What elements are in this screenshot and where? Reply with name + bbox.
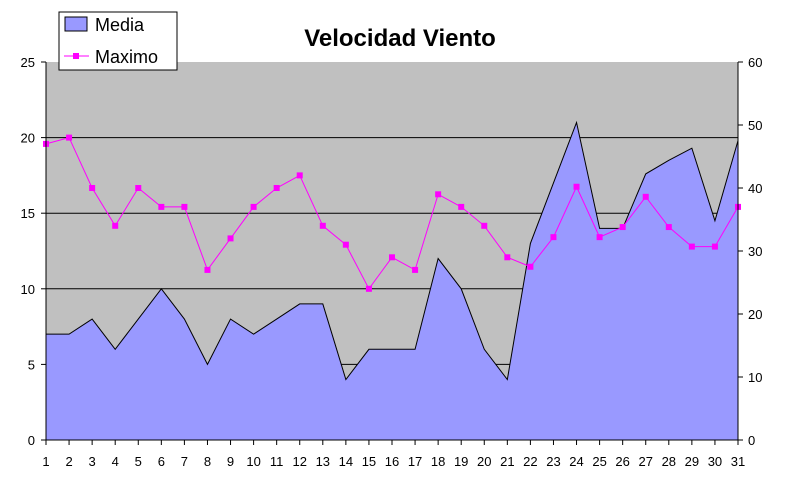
x-tick-label: 20 xyxy=(477,454,491,469)
x-tick-label: 17 xyxy=(408,454,422,469)
maximo-point xyxy=(527,263,534,270)
legend-maximo-marker xyxy=(73,53,79,59)
x-tick-label: 15 xyxy=(362,454,376,469)
maximo-point xyxy=(181,203,188,210)
maximo-point xyxy=(204,266,211,273)
maximo-point xyxy=(319,222,326,229)
legend-maximo-label: Maximo xyxy=(95,47,158,67)
y-right-tick-label: 40 xyxy=(748,181,762,196)
x-tick-label: 7 xyxy=(181,454,188,469)
y-right-tick-label: 50 xyxy=(748,118,762,133)
y-right-tick-label: 10 xyxy=(748,370,762,385)
maximo-point xyxy=(342,241,349,248)
y-left-tick-label: 10 xyxy=(21,282,35,297)
x-tick-label: 25 xyxy=(592,454,606,469)
maximo-point xyxy=(273,185,280,191)
legend-media-swatch xyxy=(64,16,88,32)
maximo-point xyxy=(458,203,465,210)
maximo-point xyxy=(389,254,395,261)
x-tick-label: 18 xyxy=(431,454,445,469)
maximo-point xyxy=(596,234,603,241)
maximo-point xyxy=(665,224,672,231)
maximo-point xyxy=(135,185,142,191)
maximo-point xyxy=(66,134,73,141)
maximo-point xyxy=(296,172,303,179)
x-tick-label: 24 xyxy=(569,454,583,469)
x-tick-label: 31 xyxy=(731,454,745,469)
y-left-tick-label: 20 xyxy=(21,131,35,146)
x-tick-label: 23 xyxy=(546,454,560,469)
maximo-point xyxy=(250,203,257,210)
x-tick-label: 4 xyxy=(112,454,119,469)
maximo-point xyxy=(711,243,718,250)
maximo-point xyxy=(642,193,649,200)
y-left-tick-label: 5 xyxy=(28,357,35,372)
x-tick-label: 22 xyxy=(523,454,537,469)
x-tick-label: 30 xyxy=(708,454,722,469)
x-tick-label: 13 xyxy=(316,454,330,469)
x-tick-label: 12 xyxy=(292,454,306,469)
x-tick-label: 1 xyxy=(42,454,49,469)
x-tick-label: 10 xyxy=(246,454,260,469)
x-tick-label: 2 xyxy=(65,454,72,469)
maximo-point xyxy=(504,254,511,261)
x-tick-label: 26 xyxy=(615,454,629,469)
x-tick-label: 14 xyxy=(339,454,353,469)
x-tick-label: 3 xyxy=(89,454,96,469)
legend: Media Maximo xyxy=(58,11,178,71)
y-right-tick-label: 60 xyxy=(748,55,762,70)
y-right-tick-label: 30 xyxy=(748,244,762,259)
y-left-tick-label: 0 xyxy=(28,433,35,448)
legend-media-label: Media xyxy=(95,15,145,35)
x-tick-label: 8 xyxy=(204,454,211,469)
x-tick-label: 21 xyxy=(500,454,514,469)
maximo-point xyxy=(412,266,419,273)
maximo-point xyxy=(688,243,695,250)
maximo-point xyxy=(227,235,234,242)
y-right-tick-label: 0 xyxy=(748,433,755,448)
x-tick-label: 16 xyxy=(385,454,399,469)
maximo-point xyxy=(481,222,488,229)
maximo-point xyxy=(550,234,557,241)
maximo-point xyxy=(435,191,442,198)
maximo-point xyxy=(89,185,96,191)
media-area-fill xyxy=(46,122,738,440)
maximo-point xyxy=(619,224,626,231)
maximo-point xyxy=(158,203,165,210)
x-tick-label: 5 xyxy=(135,454,142,469)
y-left-tick-label: 15 xyxy=(21,206,35,221)
maximo-point xyxy=(573,183,580,190)
x-tick-label: 19 xyxy=(454,454,468,469)
y-right-tick-label: 20 xyxy=(748,307,762,322)
chart-title: Velocidad Viento xyxy=(304,25,496,52)
x-tick-label: 28 xyxy=(662,454,676,469)
x-tick-label: 27 xyxy=(638,454,652,469)
y-left-tick-label: 25 xyxy=(21,55,35,70)
x-tick-label: 11 xyxy=(270,454,284,469)
x-tick-label: 9 xyxy=(227,454,234,469)
maximo-point xyxy=(112,222,119,229)
x-tick-label: 6 xyxy=(158,454,165,469)
x-tick-label: 29 xyxy=(685,454,699,469)
maximo-point xyxy=(365,285,372,292)
